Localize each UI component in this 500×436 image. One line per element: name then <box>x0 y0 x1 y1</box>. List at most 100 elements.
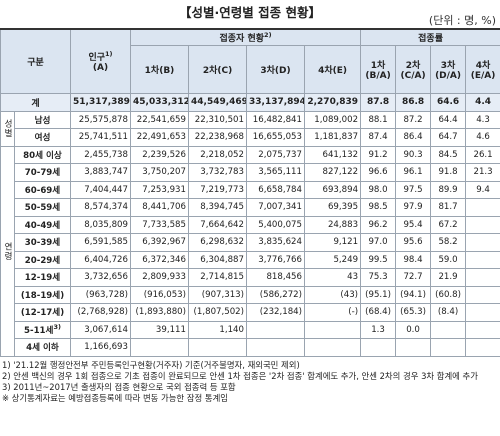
cell <box>303 320 362 339</box>
cell: 89.9 <box>430 180 467 199</box>
cell: 97.9 <box>395 198 432 217</box>
cell: (907,313) <box>188 285 247 304</box>
row-label: 남성 <box>14 110 71 129</box>
header-code: (C/A) <box>400 71 426 81</box>
cell: (95.1) <box>360 285 397 304</box>
data-row: 5-11세3) 3,067,614 39,111 1,140 1.3 0.0 <box>1 320 500 339</box>
cell: 87.8 <box>360 93 397 112</box>
data-row: 20-29세 6,404,726 6,372,346 6,304,887 3,776,7… <box>1 250 500 269</box>
cell: 21.3 <box>465 163 500 182</box>
cell: 1,089,002 <box>303 110 362 129</box>
header-code: (B/A) <box>365 71 391 81</box>
cell: 43 <box>303 268 362 287</box>
cell: 98.4 <box>395 250 432 269</box>
cell: (-) <box>303 303 362 322</box>
row-label: 12-19세 <box>14 268 71 287</box>
cell: 39,111 <box>130 320 189 339</box>
data-row: 60-69세 7,404,447 7,253,931 7,219,773 6,658,7… <box>1 180 500 199</box>
cell: 4.3 <box>465 110 500 129</box>
cell: 97.0 <box>360 233 397 252</box>
cell: 96.2 <box>360 215 397 234</box>
row-label-text: 12-19세 <box>24 273 61 284</box>
cell <box>303 338 362 357</box>
cell: 5,249 <box>303 250 362 269</box>
cell: 641,132 <box>303 145 362 164</box>
data-row: 40-49세 8,035,809 7,733,585 7,664,642 5,400,0… <box>1 215 500 234</box>
cell <box>188 338 247 357</box>
cell: 8,574,374 <box>70 198 131 217</box>
footnote: 3) 2011년~2017년 출생자의 접종 현황으로 국외 접종력 등 포함 <box>2 381 236 392</box>
cell: 7,253,931 <box>130 180 189 199</box>
cell: 6,298,632 <box>188 233 247 252</box>
column-header: 1차 (B/A) <box>360 45 397 94</box>
cell: 827,122 <box>303 163 362 182</box>
cell: 5,400,075 <box>246 215 305 234</box>
row-label: 70-79세 <box>14 163 71 182</box>
cell: 86.4 <box>395 128 432 147</box>
row-label: (12-17세) <box>14 303 71 322</box>
cell <box>465 198 500 217</box>
cell: 22,541,659 <box>130 110 189 129</box>
row-label-text: 20-29세 <box>24 255 61 266</box>
header: 【성별·연령별 접종 현황】 (단위 : 명, %) <box>0 0 500 28</box>
cell: 2,714,815 <box>188 268 247 287</box>
cell: 2,809,933 <box>130 268 189 287</box>
cell: 3,732,783 <box>188 163 247 182</box>
cell: 45,033,312 <box>130 93 189 112</box>
row-label: 5-11세3) <box>14 320 71 339</box>
data-row: (18-19세) (963,728) (916,053) (907,313) (586,… <box>1 285 500 304</box>
cell: (60.8) <box>430 285 467 304</box>
row-label-text: 30-39세 <box>24 238 61 249</box>
cell <box>465 338 500 357</box>
cell: 25,575,878 <box>70 110 131 129</box>
cell: 6,392,967 <box>130 233 189 252</box>
cell: 21.9 <box>430 268 467 287</box>
cell: 69,395 <box>303 198 362 217</box>
cell: 84.5 <box>430 145 467 164</box>
row-label-text: (12-17세) <box>20 308 65 319</box>
cell <box>246 320 305 339</box>
footnotes: 1) '21.12월 행정안전부 주민등록인구현황(거주자) 기준(거주불명자,… <box>0 360 500 405</box>
table: 구분 인구1) (A) 접종자 현황2) 접종률 1차(B) 2차(C) 3차(D) 4차(E)… <box>0 28 500 357</box>
row-label: 여성 <box>14 128 71 147</box>
cell: 99.5 <box>360 250 397 269</box>
cell: 96.1 <box>395 163 432 182</box>
unit: (단위 : 명, %) <box>428 14 496 27</box>
cell: 3,067,614 <box>70 320 131 339</box>
row-label: 60-69세 <box>14 180 71 199</box>
cell: 3,565,111 <box>246 163 305 182</box>
cell <box>465 320 500 339</box>
cell: 81.7 <box>430 198 467 217</box>
cell: 87.4 <box>360 128 397 147</box>
cell <box>395 338 432 357</box>
cell: 693,894 <box>303 180 362 199</box>
cell: 64.4 <box>430 110 467 129</box>
cell: 96.6 <box>360 163 397 182</box>
cell: 87.2 <box>395 110 432 129</box>
data-row: 70-79세 3,883,747 3,750,207 3,732,783 3,565,1… <box>1 163 500 182</box>
vaccinated-header: 접종자 현황2) <box>129 28 362 46</box>
data-row: (12-17세) (2,768,928) (1,893,880) (1,807,502… <box>1 303 500 322</box>
header-row: 구분 인구1) (A) 접종자 현황2) 접종률 <box>0 28 500 94</box>
cell: 8,035,809 <box>70 215 131 234</box>
cell: 4.6 <box>465 128 500 147</box>
cell: (586,272) <box>246 285 305 304</box>
cell: 6,658,784 <box>246 180 305 199</box>
row-label: 20-29세 <box>14 250 71 269</box>
data-row: 성별 남성 25,575,878 22,541,659 22,310,501 16,482… <box>0 110 500 147</box>
cell: 3,732,656 <box>70 268 131 287</box>
cell: 72.7 <box>395 268 432 287</box>
cell: 64.7 <box>430 128 467 147</box>
cell: 91.8 <box>430 163 467 182</box>
row-label-text: 여성 <box>34 133 51 144</box>
cell: 22,491,653 <box>130 128 189 147</box>
rate-header: 접종률 <box>360 28 500 46</box>
cell: 59.0 <box>430 250 467 269</box>
cell: 22,310,501 <box>188 110 247 129</box>
cell: 3,776,766 <box>246 250 305 269</box>
data-row: 30-39세 6,591,585 6,392,967 6,298,632 3,835,6… <box>1 233 500 252</box>
cell: 2,218,052 <box>188 145 247 164</box>
cell: 7,404,447 <box>70 180 131 199</box>
cell: (1,893,880) <box>130 303 189 322</box>
